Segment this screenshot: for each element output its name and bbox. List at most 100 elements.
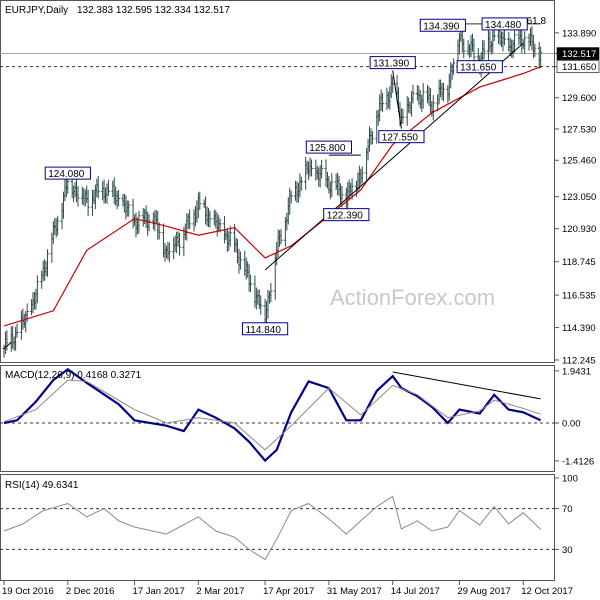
price-annotation: 61.8 [527,16,547,27]
price-bar [46,249,50,277]
price-bar [452,58,456,75]
price-bar [106,179,110,196]
price-bar [441,82,445,102]
price-bar [5,330,9,351]
price-tick-label: 133.890 [562,28,596,39]
price-bar [539,46,543,69]
ohlc-readout: 132.383 132.595 132.334 132.517 [77,5,230,16]
price-bar [76,186,80,207]
price-bar [249,274,253,293]
macd-tick-label: 1.9431 [562,366,591,377]
price-annotation: 125.800 [305,140,352,154]
price-bar [56,215,60,236]
x-tick-label: 14 Jul 2017 [391,586,440,597]
annotation-label: 122.390 [327,211,364,222]
price-bar [96,176,100,199]
price-bar [533,43,537,57]
rsi-line [3,495,541,561]
macd-tick-label: 0.00 [562,419,581,430]
rsi-tick-label: 100 [562,474,578,485]
price-annotation: 114.840 [241,322,289,336]
price-tick-label: 125.460 [562,156,596,167]
price-tick-label: 132.517 [562,49,596,60]
price-bar [279,229,283,245]
annotation-label: 124.080 [48,169,85,180]
symbol-label: EURJPY,Daily [5,5,68,16]
annotation-box [369,56,416,70]
price-tick-label: 123.050 [562,192,596,203]
watermark: ActionForex.com [330,285,495,310]
price-bar [137,210,141,234]
annotation-box [305,140,352,154]
price-tick-label: 127.530 [562,124,596,135]
price-bar [350,178,354,200]
annotation-label: 114.840 [245,325,281,336]
macd-panel-frame [0,365,555,472]
moving-average-line [3,66,541,327]
price-bar [360,166,364,184]
price-bar [299,176,303,191]
price-bar [330,172,334,198]
annotation-box [323,208,370,222]
annotation-label: 131.390 [373,59,410,70]
price-bar [513,26,517,53]
price-price-tag [556,60,600,73]
price-bar [431,95,435,121]
x-tick-label: 31 May 2017 [327,586,382,597]
annotation-box [44,166,91,180]
price-bar [167,242,171,263]
price-bar [177,232,181,256]
price-bar [269,282,273,303]
price-bar [127,200,131,217]
x-tick-label: 2 Dec 2016 [66,586,115,597]
price-tick-label: 112.245 [562,356,596,367]
annotation-label: 61.8 [527,16,547,27]
macd-legend: MACD(12,26,9) 0.4168 0.3271 [5,370,142,381]
price-bar [309,159,313,177]
rsi-panel-frame [0,474,555,581]
price-bar [523,31,527,54]
x-tick-label: 19 Oct 2016 [2,586,54,597]
price-annotation: 131.390 [369,56,416,70]
x-tick-label: 29 Aug 2017 [457,586,510,597]
price-tick-label: 131.650 [562,62,596,73]
price-bar [289,190,293,204]
price-bar [198,191,202,210]
price-tick-label: 120.930 [562,224,596,235]
price-price-tag [556,47,600,60]
macd-signal-line [3,379,541,451]
price-panel-frame [0,0,555,363]
annotation-box [419,18,466,32]
annotation-label: 125.800 [309,143,346,154]
trendline [392,70,402,129]
price-bar [482,40,486,60]
price-tick-label: 116.535 [562,291,596,302]
rsi-legend: RSI(14) 49.6341 [5,480,79,491]
price-bar [320,160,324,179]
price-annotation: 127.550 [378,130,425,144]
x-tick-label: 12 Oct 2017 [521,586,573,597]
macd-line [3,367,542,463]
annotation-box [456,60,503,74]
price-bar [340,186,344,208]
price-annotation: 122.390 [323,208,370,222]
price-bar [502,28,506,46]
price-bar [421,83,425,109]
annotation-label: 131.650 [460,63,497,74]
annotation-box [241,322,289,336]
price-tick-label: 129.600 [562,93,596,104]
price-annotation: 134.480 [481,17,528,31]
macd-trendline [392,371,541,400]
x-tick-label: 17 Apr 2017 [263,586,314,597]
price-bar [381,92,385,113]
trendline [3,342,12,349]
price-bar [188,209,192,230]
price-bar [462,38,466,59]
price-tick-label: 118.745 [562,257,596,268]
chart-header: EURJPY,Daily 132.383 132.595 132.334 132… [5,5,230,16]
annotation-box [378,130,425,144]
price-annotation: 131.650 [456,60,503,74]
price-bar [411,84,415,104]
price-bar [259,295,263,315]
annotation-label: 134.390 [423,21,460,32]
